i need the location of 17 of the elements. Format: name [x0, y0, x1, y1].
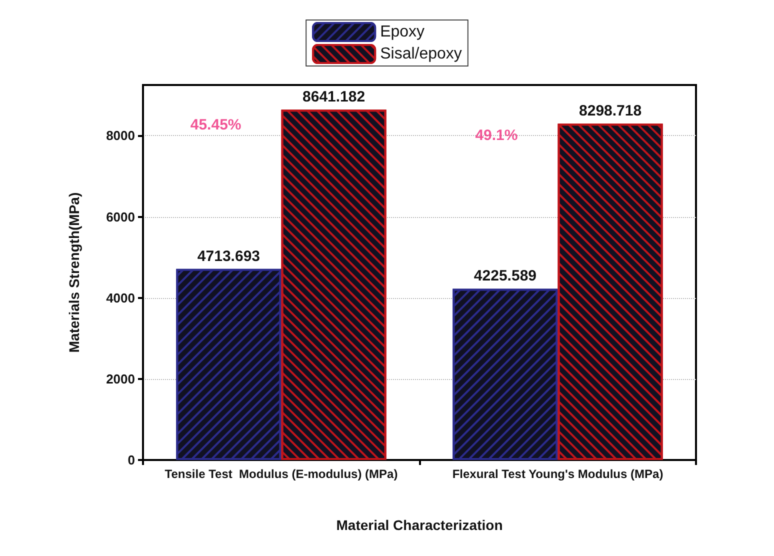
y-tick-label: 4000 — [106, 290, 135, 306]
y-tick-label: 2000 — [106, 371, 135, 386]
legend-label: Sisal/epoxy — [380, 46, 462, 62]
annotation: 45.45% — [190, 116, 242, 134]
x-axis-title: Material Characterization — [336, 517, 503, 533]
y-tick-label: 6000 — [106, 209, 135, 224]
annotation: 49.1% — [475, 127, 518, 144]
y-tick-label: 0 — [128, 452, 135, 468]
y-tick-label: 8000 — [106, 128, 135, 144]
data-label: 4713.693 — [197, 248, 260, 265]
x-tick-label: Tensile Test Modulus (E-modulus) (MPa) — [164, 467, 398, 481]
data-label: 8298.718 — [578, 102, 642, 120]
data-label: 8641.182 — [302, 88, 366, 106]
legend-label: Epoxy — [380, 24, 425, 40]
x-tick-label: Flexural Test Young's Modulus (MPa) — [452, 467, 664, 481]
data-label: 4225.589 — [474, 268, 537, 285]
y-axis-title: Materials Strength(MPa) — [66, 192, 82, 353]
